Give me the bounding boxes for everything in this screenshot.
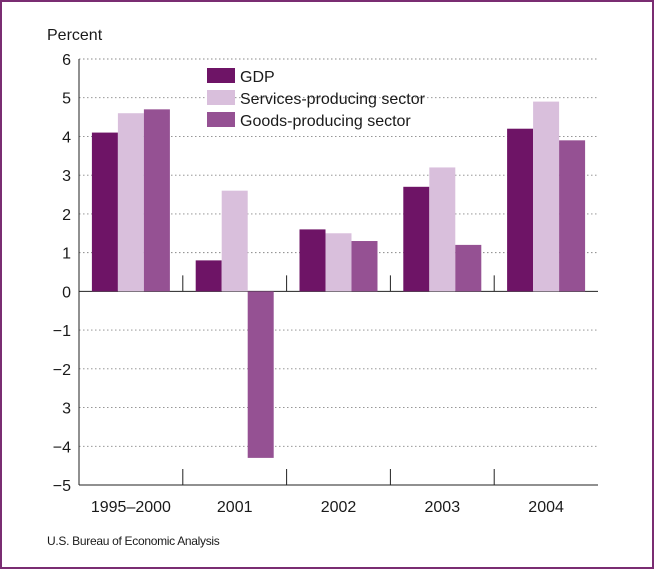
y-tick-label: 2 [62, 207, 71, 224]
y-tick-label: −2 [53, 362, 71, 379]
y-tick-label: 3 [62, 401, 71, 418]
legend-swatch [207, 68, 235, 83]
y-axis-label: Percent [47, 27, 103, 44]
y-tick-label: 5 [62, 91, 71, 108]
legend-swatch [207, 112, 235, 127]
legend: GDP Services-producing sector Goods-produc… [207, 68, 426, 130]
bar-goods-producing-sector-0 [143, 109, 170, 292]
bars [91, 101, 586, 458]
y-tick-label: 1 [62, 246, 71, 263]
x-tick-labels: 1995–2000 2001 2002 2003 2004 [91, 499, 564, 516]
y-tick-label: 6 [62, 52, 71, 69]
y-tick-label: 4 [62, 129, 71, 146]
y-tick-label: −5 [53, 478, 71, 495]
bar-goods-producing-sector-2 [351, 241, 378, 292]
bar-services-producing-sector-2 [325, 233, 352, 292]
y-tick-label: 0 [62, 284, 71, 301]
bar-services-producing-sector-3 [429, 167, 456, 292]
legend-swatch [207, 90, 235, 105]
bar-gdp-1 [195, 260, 222, 292]
legend-label: Goods-producing sector [240, 113, 411, 130]
bar-services-producing-sector-0 [117, 113, 144, 292]
x-tick-label: 2001 [217, 499, 253, 516]
legend-label: Services-producing sector [240, 91, 426, 108]
y-tick-label: −1 [53, 323, 71, 340]
bar-gdp-3 [403, 186, 430, 292]
legend-label: GDP [240, 69, 275, 86]
x-tick-label: 1995–2000 [91, 499, 171, 516]
bar-goods-producing-sector-1 [247, 291, 274, 458]
axes [78, 59, 598, 486]
bar-services-producing-sector-1 [221, 190, 248, 292]
bar-services-producing-sector-4 [533, 101, 560, 292]
x-tick-label: 2002 [321, 499, 357, 516]
bar-gdp-4 [507, 128, 534, 292]
x-tick-label: 2003 [425, 499, 461, 516]
bar-gdp-2 [299, 229, 326, 292]
bar-goods-producing-sector-3 [455, 244, 482, 292]
y-tick-label: 3 [62, 168, 71, 185]
x-tick-label: 2004 [528, 499, 564, 516]
source-note: U.S. Bureau of Economic Analysis [47, 534, 220, 548]
y-tick-labels: 6 5 4 3 2 1 0 −1 −2 3 −4 −5 [53, 52, 71, 495]
bar-goods-producing-sector-4 [559, 140, 586, 292]
y-tick-label: −4 [53, 439, 71, 456]
bar-gdp-0 [91, 132, 118, 292]
